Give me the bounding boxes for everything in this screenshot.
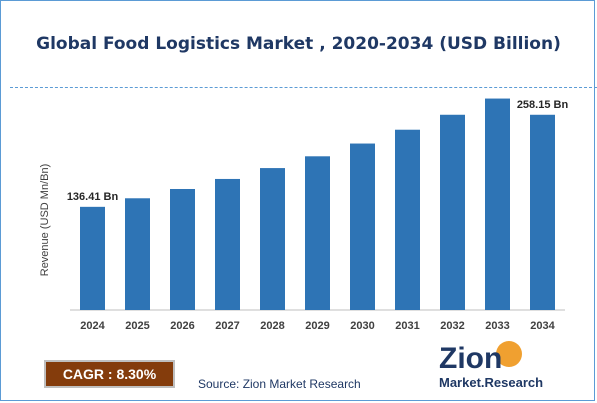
x-tick-label-2024: 2024 xyxy=(80,320,105,332)
data-label-2034: 258.15 Bn xyxy=(517,99,569,111)
x-tick-label-2027: 2027 xyxy=(215,320,239,332)
x-tick-label-2034: 2034 xyxy=(530,320,555,332)
bar-2025 xyxy=(125,198,150,310)
logo-zion-text: Zion xyxy=(439,342,502,375)
bar-2026 xyxy=(170,188,195,310)
bar-2033 xyxy=(485,98,510,311)
x-tick-label-2033: 2033 xyxy=(485,320,509,332)
x-tick-label-2032: 2032 xyxy=(440,320,464,332)
x-tick-label-2030: 2030 xyxy=(350,320,374,332)
source-note: Source: Zion Market Research xyxy=(198,377,361,391)
x-tick-label-2028: 2028 xyxy=(260,320,284,332)
data-label-2024: 136.41 Bn xyxy=(67,191,119,203)
bar-2029 xyxy=(305,156,330,310)
x-tick-label-2026: 2026 xyxy=(170,320,194,332)
cagr-badge: CAGR : 8.30% xyxy=(44,360,175,388)
bar-2028 xyxy=(260,168,285,310)
zion-logo: Zion Market.Research xyxy=(439,341,543,390)
bar-2024 xyxy=(80,206,105,310)
x-tick-label-2025: 2025 xyxy=(125,320,149,332)
chart-title: Global Food Logistics Market , 2020-2034… xyxy=(36,34,561,54)
logo-globe-icon xyxy=(496,341,522,367)
title-divider xyxy=(10,87,597,88)
x-tick-label-2031: 2031 xyxy=(395,320,419,332)
bar-2032 xyxy=(440,114,465,311)
bar-2030 xyxy=(350,143,375,310)
bar-2031 xyxy=(395,129,420,310)
logo-tagline: Market.Research xyxy=(439,375,543,390)
bar-2027 xyxy=(215,178,240,310)
bar-2034 xyxy=(530,114,555,310)
x-tick-label-2029: 2029 xyxy=(305,320,329,332)
